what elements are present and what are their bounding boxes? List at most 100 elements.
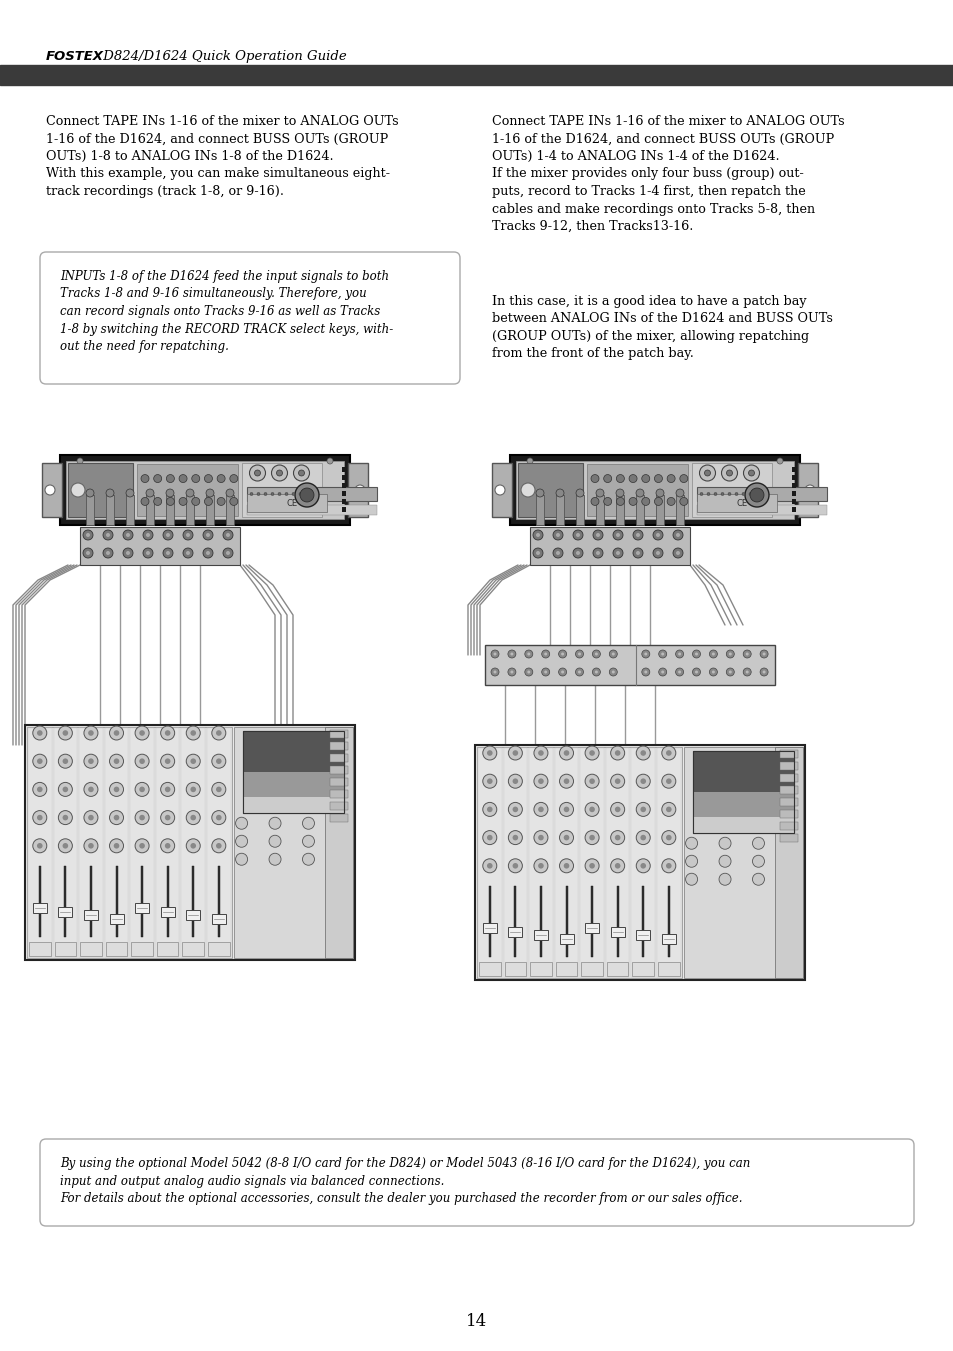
- Bar: [242, 463, 322, 517]
- Bar: [29, 942, 51, 957]
- Circle shape: [658, 650, 666, 658]
- Bar: [636, 494, 643, 526]
- Circle shape: [537, 863, 543, 869]
- Circle shape: [271, 493, 274, 496]
- Circle shape: [760, 650, 767, 658]
- Bar: [155, 728, 179, 957]
- Circle shape: [593, 530, 602, 540]
- Circle shape: [654, 497, 661, 505]
- Circle shape: [610, 746, 624, 761]
- Circle shape: [695, 653, 698, 655]
- Circle shape: [166, 551, 170, 555]
- Circle shape: [615, 863, 619, 869]
- Circle shape: [106, 534, 110, 536]
- Circle shape: [235, 854, 248, 865]
- Circle shape: [250, 465, 265, 481]
- Circle shape: [217, 474, 225, 482]
- Circle shape: [160, 754, 174, 769]
- Circle shape: [611, 653, 614, 655]
- Circle shape: [103, 549, 112, 558]
- FancyBboxPatch shape: [40, 253, 459, 384]
- Bar: [330, 730, 348, 738]
- Bar: [616, 886, 618, 957]
- Circle shape: [590, 474, 598, 482]
- Bar: [697, 486, 757, 501]
- Circle shape: [294, 484, 318, 507]
- Circle shape: [139, 758, 145, 765]
- Circle shape: [672, 530, 682, 540]
- Bar: [242, 731, 344, 813]
- Bar: [536, 494, 543, 526]
- Bar: [32, 904, 47, 913]
- Bar: [791, 484, 795, 488]
- Circle shape: [741, 493, 744, 496]
- Bar: [141, 866, 143, 936]
- Text: Connect TAPE INs 1-16 of the mixer to ANALOG OUTs
1-16 of the D1624, and connect: Connect TAPE INs 1-16 of the mixer to AN…: [46, 115, 398, 199]
- Circle shape: [533, 549, 542, 558]
- Circle shape: [636, 534, 639, 536]
- Circle shape: [250, 493, 253, 496]
- Circle shape: [160, 839, 174, 852]
- Circle shape: [596, 551, 599, 555]
- Circle shape: [204, 497, 213, 505]
- Circle shape: [676, 551, 679, 555]
- Circle shape: [611, 670, 614, 674]
- Circle shape: [725, 667, 734, 676]
- Circle shape: [610, 831, 624, 844]
- Circle shape: [603, 474, 611, 482]
- Circle shape: [590, 497, 598, 505]
- Circle shape: [203, 530, 213, 540]
- Circle shape: [126, 551, 130, 555]
- Circle shape: [482, 831, 497, 844]
- Circle shape: [534, 774, 547, 788]
- Bar: [58, 907, 72, 917]
- Circle shape: [486, 750, 492, 755]
- Bar: [54, 942, 76, 957]
- Bar: [247, 505, 377, 515]
- Bar: [242, 773, 344, 797]
- Circle shape: [294, 465, 309, 481]
- Text: By using the optional Model 5042 (8-8 I/O card for the D824) or Model 5043 (8-16: By using the optional Model 5042 (8-8 I/…: [60, 1156, 750, 1205]
- Circle shape: [486, 863, 492, 869]
- Circle shape: [491, 650, 498, 658]
- Circle shape: [584, 746, 598, 761]
- Circle shape: [135, 839, 149, 852]
- Circle shape: [203, 549, 213, 558]
- Circle shape: [235, 835, 248, 847]
- Circle shape: [719, 838, 730, 850]
- Circle shape: [639, 750, 645, 755]
- Text: CE: CE: [287, 499, 297, 508]
- Circle shape: [230, 474, 237, 482]
- Circle shape: [613, 530, 622, 540]
- Bar: [791, 476, 795, 480]
- Circle shape: [709, 650, 717, 658]
- Circle shape: [186, 534, 190, 536]
- Circle shape: [636, 551, 639, 555]
- Circle shape: [160, 725, 174, 740]
- Circle shape: [204, 474, 213, 482]
- Circle shape: [558, 831, 573, 844]
- Bar: [477, 748, 501, 977]
- Circle shape: [37, 730, 43, 736]
- Circle shape: [661, 831, 675, 844]
- Bar: [516, 461, 793, 519]
- Bar: [80, 527, 240, 565]
- Circle shape: [526, 458, 533, 463]
- Circle shape: [235, 817, 248, 830]
- Circle shape: [752, 838, 763, 850]
- Circle shape: [728, 653, 731, 655]
- Bar: [146, 494, 153, 526]
- Circle shape: [563, 863, 569, 869]
- Circle shape: [63, 786, 68, 792]
- Circle shape: [84, 782, 98, 796]
- Bar: [596, 494, 603, 526]
- Circle shape: [596, 489, 603, 497]
- Bar: [110, 913, 123, 924]
- Circle shape: [143, 530, 152, 540]
- Bar: [667, 886, 669, 957]
- Circle shape: [727, 493, 730, 496]
- Circle shape: [760, 667, 767, 676]
- Circle shape: [695, 670, 698, 674]
- Circle shape: [45, 485, 55, 494]
- Circle shape: [534, 746, 547, 761]
